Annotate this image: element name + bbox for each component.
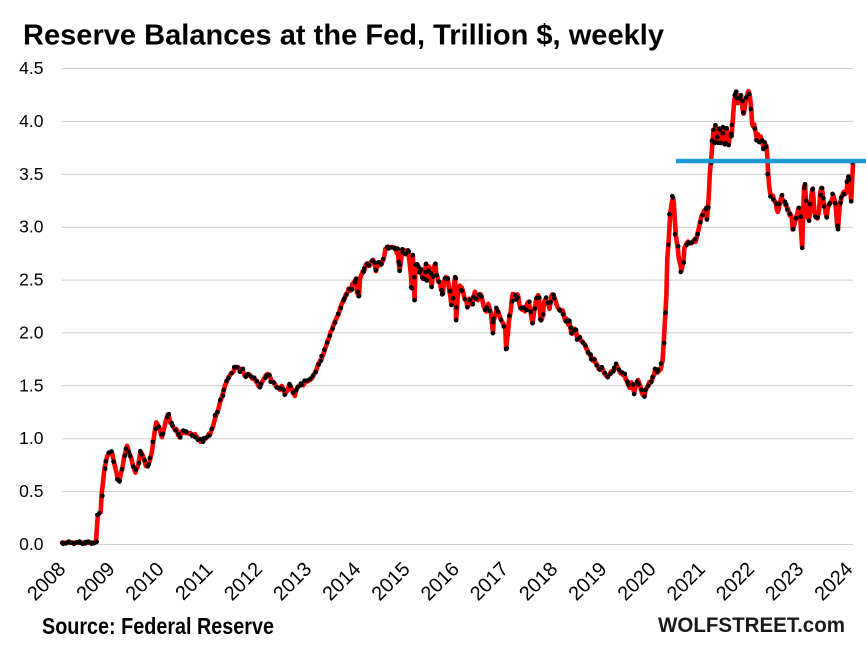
- svg-text:1.5: 1.5: [19, 375, 43, 395]
- svg-text:3.5: 3.5: [19, 164, 43, 184]
- svg-text:4.5: 4.5: [19, 58, 43, 78]
- svg-text:WOLFSTREET.com: WOLFSTREET.com: [658, 613, 845, 637]
- svg-text:0.0: 0.0: [19, 534, 44, 554]
- svg-text:3.0: 3.0: [19, 217, 44, 237]
- svg-text:1.0: 1.0: [19, 428, 44, 448]
- svg-text:2.5: 2.5: [19, 270, 43, 290]
- svg-text:2.0: 2.0: [19, 322, 44, 342]
- svg-text:Source: Federal Reserve: Source: Federal Reserve: [42, 613, 274, 639]
- svg-text:4.0: 4.0: [19, 111, 44, 131]
- svg-text:0.5: 0.5: [19, 481, 43, 501]
- svg-text:Reserve Balances at the Fed, T: Reserve Balances at the Fed, Trillion $,…: [23, 20, 664, 52]
